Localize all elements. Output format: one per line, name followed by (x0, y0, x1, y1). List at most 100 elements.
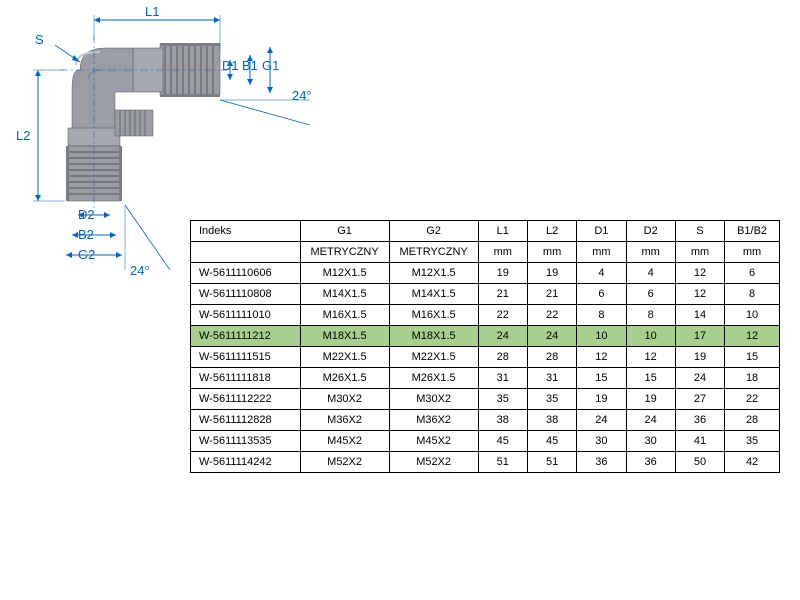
table-cell: M45X2 (300, 431, 389, 452)
table-cell: 15 (626, 368, 675, 389)
table-cell: M18X1.5 (300, 326, 389, 347)
table-cell: M14X1.5 (389, 284, 478, 305)
table-row: W-5611111212M18X1.5M18X1.5242410101712 (191, 326, 780, 347)
table-cell: 50 (675, 452, 724, 473)
table-row: W-5611113535M45X2M45X2454530304135 (191, 431, 780, 452)
label-g1: G1 (262, 58, 279, 73)
table-cell: 4 (577, 263, 626, 284)
table-cell: 19 (577, 389, 626, 410)
table-cell: 45 (527, 431, 576, 452)
table-unit-header: mm (478, 242, 527, 263)
table-cell: W-5611111010 (191, 305, 301, 326)
table-cell: 42 (725, 452, 780, 473)
table-cell: M12X1.5 (389, 263, 478, 284)
table-col-header: B1/B2 (725, 221, 780, 242)
table-cell: M16X1.5 (389, 305, 478, 326)
table-col-header: L2 (527, 221, 576, 242)
table-cell: 21 (527, 284, 576, 305)
table-unit-header (191, 242, 301, 263)
label-l1: L1 (145, 4, 159, 19)
table-cell: M26X1.5 (300, 368, 389, 389)
table-cell: 15 (577, 368, 626, 389)
table-cell: 22 (527, 305, 576, 326)
table-col-header: G2 (389, 221, 478, 242)
table-cell: 24 (626, 410, 675, 431)
table-units-row: METRYCZNYMETRYCZNYmmmmmmmmmmmm (191, 242, 780, 263)
table-cell: W-5611111515 (191, 347, 301, 368)
table-cell: M52X2 (389, 452, 478, 473)
label-d1: D1 (222, 58, 239, 73)
table-unit-header: mm (725, 242, 780, 263)
table-cell: 8 (725, 284, 780, 305)
table-cell: 24 (675, 368, 724, 389)
table-unit-header: mm (675, 242, 724, 263)
label-s: S (35, 32, 44, 47)
spec-table: IndeksG1G2L1L2D1D2SB1/B2 METRYCZNYMETRYC… (190, 220, 780, 473)
table-cell: W-5611114242 (191, 452, 301, 473)
table-cell: 12 (675, 263, 724, 284)
table-cell: 24 (527, 326, 576, 347)
table-cell: 22 (725, 389, 780, 410)
table-row: W-5611112828M36X2M36X2383824243628 (191, 410, 780, 431)
table-cell: 19 (527, 263, 576, 284)
label-angle-bottom: 24° (130, 263, 150, 278)
table-cell: 21 (478, 284, 527, 305)
label-d2: D2 (78, 207, 95, 222)
table-row: W-5611111818M26X1.5M26X1.5313115152418 (191, 368, 780, 389)
table-cell: 36 (626, 452, 675, 473)
table-row: W-5611114242M52X2M52X2515136365042 (191, 452, 780, 473)
table-cell: 41 (675, 431, 724, 452)
label-b2: B2 (78, 227, 94, 242)
table-cell: 28 (527, 347, 576, 368)
table-cell: W-5611110808 (191, 284, 301, 305)
table-cell: 38 (527, 410, 576, 431)
table-cell: 10 (725, 305, 780, 326)
table-cell: 19 (675, 347, 724, 368)
table-row: W-5611110606M12X1.5M12X1.5191944126 (191, 263, 780, 284)
table-body: W-5611110606M12X1.5M12X1.5191944126W-561… (191, 263, 780, 473)
table-cell: M16X1.5 (300, 305, 389, 326)
table-cell: 8 (577, 305, 626, 326)
table-cell: 30 (626, 431, 675, 452)
table-cell: 4 (626, 263, 675, 284)
table-cell: 51 (478, 452, 527, 473)
table-cell: W-5611113535 (191, 431, 301, 452)
table-row: W-5611112222M30X2M30X2353519192722 (191, 389, 780, 410)
table-cell: 28 (478, 347, 527, 368)
table-unit-header: mm (626, 242, 675, 263)
table-cell: W-5611110606 (191, 263, 301, 284)
table-cell: M12X1.5 (300, 263, 389, 284)
label-g2: G2 (78, 247, 95, 262)
table-row: W-5611111010M16X1.5M16X1.52222881410 (191, 305, 780, 326)
table-cell: 12 (675, 284, 724, 305)
table-cell: 35 (527, 389, 576, 410)
table-col-header: D1 (577, 221, 626, 242)
table-cell: M30X2 (300, 389, 389, 410)
table-cell: 51 (527, 452, 576, 473)
table-cell: 35 (725, 431, 780, 452)
table-cell: 15 (725, 347, 780, 368)
table-cell: 10 (577, 326, 626, 347)
table-cell: 10 (626, 326, 675, 347)
table-header-row: IndeksG1G2L1L2D1D2SB1/B2 (191, 221, 780, 242)
table-unit-header: mm (577, 242, 626, 263)
table-cell: M22X1.5 (300, 347, 389, 368)
table-cell: 6 (626, 284, 675, 305)
table-cell: 19 (626, 389, 675, 410)
table-cell: 6 (577, 284, 626, 305)
table-cell: 28 (725, 410, 780, 431)
table-col-header: Indeks (191, 221, 301, 242)
table-cell: W-5611111212 (191, 326, 301, 347)
table-cell: W-5611112828 (191, 410, 301, 431)
label-angle-top: 24° (292, 88, 312, 103)
table-cell: M18X1.5 (389, 326, 478, 347)
label-b1: B1 (242, 58, 258, 73)
table-cell: 18 (725, 368, 780, 389)
table-col-header: D2 (626, 221, 675, 242)
table-cell: 12 (725, 326, 780, 347)
table-cell: W-5611112222 (191, 389, 301, 410)
table-cell: 45 (478, 431, 527, 452)
table-cell: M45X2 (389, 431, 478, 452)
table-cell: 22 (478, 305, 527, 326)
table-cell: M36X2 (300, 410, 389, 431)
